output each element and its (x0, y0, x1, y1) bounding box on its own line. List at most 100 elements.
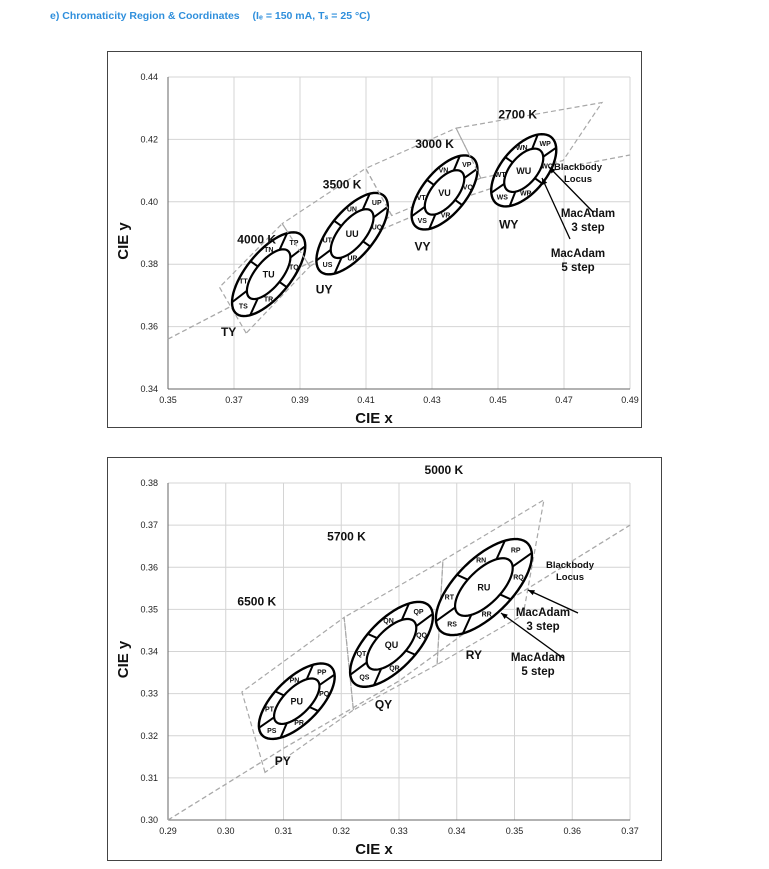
sub-bin-divider (542, 146, 557, 158)
center-bin-label: WU (516, 166, 531, 176)
x-tick-label: 0.31 (275, 826, 293, 836)
x-tick-label: 0.36 (563, 826, 581, 836)
sub-bin-divider (435, 606, 456, 622)
sub-bin-divider (367, 633, 378, 639)
blackbody-locus-label-line: Blackbody (554, 162, 603, 173)
macadam-3-step-ellipse (365, 617, 418, 671)
x-tick-label: 0.33 (390, 826, 408, 836)
cct-label: 4000 K (237, 233, 276, 247)
sub-bin-label: TN (264, 247, 273, 254)
chromaticity-chart-warm: 0.35 0.37 0.39 0.41 0.43 0.45 0.47 0.49 0.34 0.36… (115, 72, 639, 427)
y-tick-label: 0.38 (140, 478, 158, 488)
sub-bin-divider (531, 134, 539, 150)
region-ty: TN TP TQ TR TS TT TU 4000 K TY (218, 222, 311, 339)
sub-bin-label: WN (516, 145, 528, 152)
sub-bin-divider (495, 540, 506, 560)
y-tick-label: 0.40 (140, 197, 158, 207)
sub-bin-divider (249, 260, 259, 268)
region-qy: QN QP QQ QR QS QT QU 5700 K QY (327, 530, 444, 711)
blackbody-locus-label-line: Locus (564, 174, 592, 185)
sub-bin-label: UR (347, 256, 357, 263)
arrow-head (528, 590, 535, 596)
sub-bin-divider (315, 249, 332, 262)
macadam-5-arrow (541, 177, 571, 240)
sub-bin-divider (405, 649, 416, 656)
center-bin-label: PU (291, 697, 304, 707)
sub-bin-divider (349, 661, 368, 676)
sub-bin-divider (305, 664, 314, 680)
center-bin-label: TU (263, 270, 275, 280)
sub-bin-label: TR (264, 297, 273, 304)
sub-bin-divider (463, 167, 479, 179)
bin-group-label: RY (466, 648, 482, 662)
x-tick-label: 0.35 (506, 826, 524, 836)
sub-bin-divider (454, 199, 463, 206)
sub-bin-divider (499, 593, 512, 601)
blackbody-locus-label: Blackbody Locus (554, 162, 603, 185)
sub-bin-label: WP (540, 141, 552, 148)
sub-bin-label: VN (439, 167, 449, 174)
sub-bin-divider (309, 706, 319, 712)
sub-bin-divider (490, 183, 505, 194)
sub-bin-label: QT (357, 651, 367, 658)
cct-label: 5000 K (425, 463, 464, 477)
region-vy: VN VP VQ VR VS VT VU 3000 K VY (364, 127, 482, 253)
sub-bin-divider (372, 205, 389, 219)
sub-bin-label: PQ (319, 691, 330, 698)
bin-quadrangle (455, 101, 604, 179)
bin-group-label: PY (275, 754, 291, 768)
x-tick-label: 0.49 (621, 395, 639, 405)
sub-bin-label: PN (290, 677, 300, 684)
sub-bin-label: VR (441, 213, 451, 220)
sub-bin-label: RS (447, 622, 457, 629)
y-axis-title: CIE y (115, 640, 132, 678)
y-tick-label: 0.44 (140, 72, 158, 82)
test-conditions: (Iₑ = 150 mA, Tₛ = 25 °C) (252, 10, 371, 22)
cct-label: 5700 K (327, 530, 366, 544)
sub-bin-divider (452, 155, 461, 171)
x-axis-title: CIE x (355, 841, 393, 858)
center-bin-label: VU (438, 188, 451, 198)
cct-label: 3000 K (415, 137, 454, 151)
sub-bin-divider (278, 232, 288, 251)
sub-bin-divider (318, 673, 336, 686)
y-tick-label: 0.34 (140, 647, 158, 657)
sub-bin-divider (461, 614, 473, 634)
sub-bin-label: QQ (416, 633, 427, 640)
region-ry: RN RP RQ RR RS RT RU 5000 K RY (425, 463, 545, 666)
x-tick-label: 0.30 (217, 826, 235, 836)
sub-bin-label: QR (389, 666, 400, 673)
blackbody-locus-label-line: Locus (556, 572, 584, 583)
sub-bin-label: PR (294, 720, 304, 727)
macadam-5-step-label-line: 5 step (561, 262, 594, 274)
macadam-3-step-ellipse (245, 248, 292, 301)
sub-bin-divider (231, 290, 248, 304)
x-tick-label: 0.45 (489, 395, 507, 405)
blackbody-locus-label: Blackbody Locus (546, 560, 595, 583)
macadam-5-step-label-line: 5 step (521, 666, 554, 678)
sub-bin-divider (415, 613, 434, 628)
sub-bin-divider (411, 206, 426, 218)
sub-bin-divider (426, 179, 435, 186)
center-bin-label: RU (477, 583, 490, 593)
sub-bin-divider (373, 668, 383, 686)
macadam-3-step-ellipse (423, 169, 466, 216)
sub-bin-divider (534, 177, 543, 185)
macadam-3-step-label-line: MacAdam (561, 208, 615, 220)
y-tick-label: 0.33 (140, 689, 158, 699)
x-tick-label: 0.41 (357, 395, 375, 405)
sub-bin-label: US (323, 262, 333, 269)
sub-bin-label: RT (445, 595, 455, 602)
bin-group-label: TY (221, 325, 236, 339)
cct-label: 2700 K (498, 108, 537, 122)
sub-bin-label: RN (476, 557, 486, 564)
macadam-3-arrow (527, 589, 579, 614)
bin-group-label: VY (415, 239, 431, 253)
macadam-3-step-label-line: 3 step (526, 621, 559, 633)
x-tick-label: 0.35 (159, 395, 177, 405)
sub-bin-divider (508, 191, 517, 207)
macadam-3-step-label-line: 3 step (571, 222, 604, 234)
sub-bin-label: RP (511, 547, 521, 554)
region-py: PN PP PQ PR PS PT PU 6500 K PY (237, 594, 355, 774)
x-tick-label: 0.37 (621, 826, 639, 836)
